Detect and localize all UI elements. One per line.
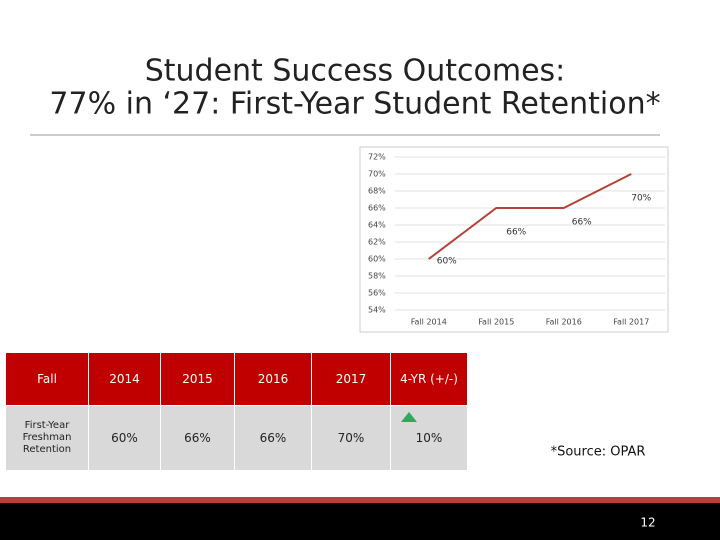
y-tick-label: 56% [368, 289, 386, 298]
y-tick-label: 66% [368, 204, 386, 213]
x-tick-label: Fall 2015 [478, 318, 514, 327]
chart-frame [359, 146, 669, 333]
y-tick-label: 64% [368, 221, 386, 230]
title-line: Student Success Outcomes: [145, 54, 566, 89]
header-cell: 2017 [311, 352, 391, 406]
header-row: Fall 2014 2015 2016 2017 4-YR (+/-) [5, 352, 468, 406]
data-label: 70% [631, 194, 651, 204]
footer-bar [0, 503, 720, 540]
footer-stripe [0, 497, 720, 503]
header-cell: 4-YR (+/-) [390, 352, 468, 406]
y-tick-label: 60% [368, 255, 386, 264]
table-cell: 70% [311, 405, 391, 471]
y-tick-label: 62% [368, 238, 386, 247]
header-cell: 2014 [88, 352, 161, 406]
data-label: 66% [572, 218, 592, 228]
data-label: 66% [506, 228, 526, 238]
retention-table: Fall 2014 2015 2016 2017 4-YR (+/-) First-Yea… [5, 352, 468, 471]
y-tick-label: 70% [368, 170, 386, 179]
table-cell: 66% [234, 405, 312, 471]
x-tick-label: Fall 2014 [411, 318, 447, 327]
x-tick-label: Fall 2017 [613, 318, 649, 327]
y-tick-label: 58% [368, 272, 386, 281]
source-note: *Source: OPAR [551, 445, 646, 460]
y-tick-label: 68% [368, 187, 386, 196]
header-cell: Fall [5, 352, 89, 406]
y-tick-label: 72% [368, 153, 386, 162]
title-line: 77% in ‘27: First-Year Student Retention… [49, 87, 660, 122]
table-cell: 60% [88, 405, 161, 471]
header-cell: 2015 [160, 352, 235, 406]
table-cell: 10% [390, 405, 468, 471]
increase-arrow [401, 412, 417, 422]
data-row: First-Year Freshman Retention 60% 66% 66% 70… [5, 405, 468, 471]
table-cell: First-Year Freshman Retention [5, 405, 89, 471]
data-label: 60% [437, 257, 457, 267]
y-tick-label: 54% [368, 306, 386, 315]
table-cell: 66% [160, 405, 235, 471]
line-series [428, 173, 632, 260]
header-cell: 2016 [234, 352, 312, 406]
x-tick-label: Fall 2016 [546, 318, 582, 327]
page-number: 12 [640, 516, 655, 530]
